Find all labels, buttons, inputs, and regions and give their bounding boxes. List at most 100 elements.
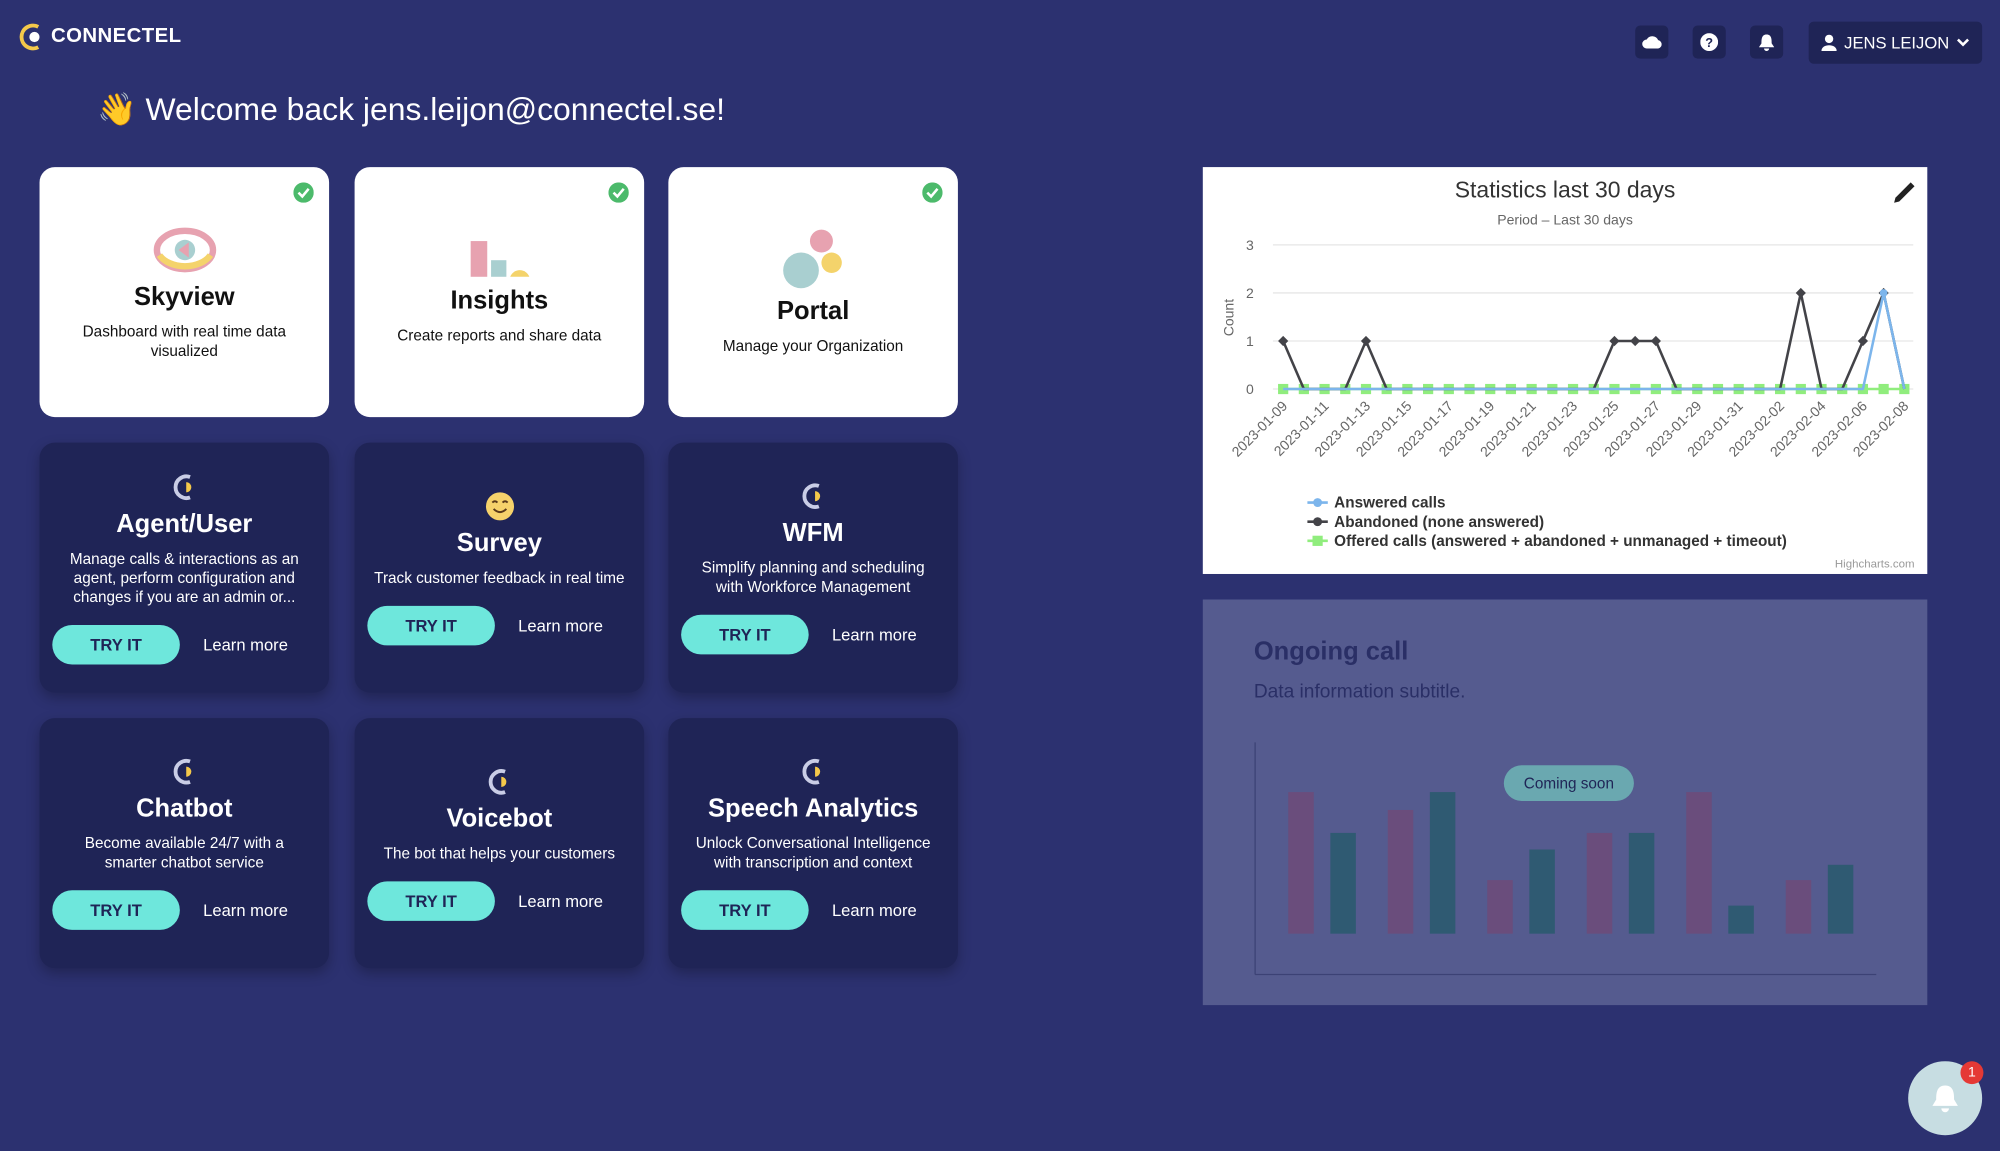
placeholder-chart xyxy=(1254,742,1877,976)
cloud-icon xyxy=(1642,36,1662,49)
card-icon xyxy=(153,227,216,272)
placeholder-bars xyxy=(1330,792,1854,934)
app-card[interactable]: Portal Manage your Organization xyxy=(668,167,958,418)
product-card: Voicebot The bot that helps your customer… xyxy=(354,718,645,969)
try-button[interactable]: TRY IT xyxy=(367,880,495,921)
y-axis-label: Count xyxy=(1220,299,1236,337)
action-row: TRY IT Learn more xyxy=(681,890,940,930)
product-card: Chatbot Become available 24/7 with a smar… xyxy=(39,718,330,969)
try-button[interactable]: TRY IT xyxy=(367,605,495,645)
app-card[interactable]: Skyview Dashboard with real time data vis… xyxy=(39,167,330,418)
learn-more[interactable]: Learn more xyxy=(518,615,603,635)
series-line xyxy=(1283,291,1906,391)
try-button[interactable]: TRY IT xyxy=(681,614,809,655)
product-card: Survey Track customer feedback in real ti… xyxy=(354,442,645,693)
check-icon xyxy=(293,182,314,203)
product-card: Speech Analytics Unlock Conversational In… xyxy=(668,718,958,969)
card-icon xyxy=(801,483,820,509)
chart-title: Statistics last 30 days xyxy=(1455,177,1676,203)
chevron xyxy=(1957,38,1970,47)
card-icon xyxy=(801,758,820,785)
coming-soon: Coming soon xyxy=(1503,765,1634,802)
edit-icon[interactable] xyxy=(1894,182,1915,203)
learn-more[interactable]: Learn more xyxy=(203,634,288,654)
learn-more[interactable]: Learn more xyxy=(831,624,917,645)
placeholder-bars xyxy=(1288,792,1812,934)
bell-button[interactable] xyxy=(1749,25,1784,59)
legend-marker xyxy=(1312,535,1323,546)
point-marker xyxy=(1879,289,1888,297)
product-title: Agent/User xyxy=(116,509,253,538)
credit: Highcharts.com xyxy=(1835,559,1915,571)
point-marker xyxy=(1609,335,1620,347)
point-marker xyxy=(1650,335,1661,347)
y-tick-label: 0 xyxy=(1246,381,1254,397)
card-icon xyxy=(488,768,506,794)
y-tick-label: 3 xyxy=(1246,237,1254,253)
point-marker xyxy=(1630,335,1641,347)
point-marker xyxy=(1278,383,1289,395)
product-title: Chatbot xyxy=(136,794,233,823)
card-icon xyxy=(173,758,191,785)
logo-icon xyxy=(19,23,40,51)
legend-marker xyxy=(1313,498,1323,508)
help-button[interactable]: ? xyxy=(1692,25,1726,59)
card-icon xyxy=(173,473,191,500)
action-row: TRY IT Learn more xyxy=(367,880,626,921)
product-title: Speech Analytics xyxy=(707,794,919,823)
point-marker xyxy=(1878,383,1889,395)
app-title: Insights xyxy=(450,286,549,316)
card-icon xyxy=(485,491,514,520)
check-icon xyxy=(608,182,629,203)
product-description: Simplify planning and scheduling with Wo… xyxy=(701,558,925,596)
point-marker xyxy=(1278,335,1289,347)
logo-text: CONNECTEL xyxy=(51,25,182,48)
bell-icon xyxy=(1758,34,1775,52)
app-title: Skyview xyxy=(133,282,235,311)
product-description: Unlock Conversational Intelligence with … xyxy=(695,834,931,872)
welcome: 👋 Welcome back jens.leijon@connectel.se! xyxy=(96,91,725,128)
svg-text:?: ? xyxy=(1705,35,1713,50)
help-icon: ? xyxy=(1700,33,1719,52)
notification-count: 1 xyxy=(1960,1061,1984,1085)
product-description: Manage calls & interactions as an agent,… xyxy=(69,549,299,606)
action-row: TRY IT Learn more xyxy=(52,890,311,930)
learn-more[interactable]: Learn more xyxy=(518,890,603,911)
action-row: TRY IT Learn more xyxy=(52,624,311,664)
app-description: Manage your Organization xyxy=(722,336,904,355)
try-button[interactable]: TRY IT xyxy=(52,890,180,930)
product-title: WFM xyxy=(782,519,844,548)
ongoing-subtitle: Data information subtitle. xyxy=(1253,681,1466,703)
ongoing-panel: Ongoing call Data information subtitle. … xyxy=(1202,599,1928,1006)
point-marker xyxy=(1360,335,1372,347)
learn-more[interactable]: Learn more xyxy=(203,900,288,920)
user-icon xyxy=(1821,34,1837,52)
action-row: TRY IT Learn more xyxy=(681,614,940,655)
product-description: The bot that helps your customers xyxy=(383,843,616,862)
app-description: Dashboard with real time data visualized xyxy=(82,322,286,360)
logo[interactable]: CONNECTEL xyxy=(18,22,182,53)
app-card[interactable]: Insights Create reports and share data xyxy=(354,167,645,418)
legend-label: Answered calls xyxy=(1334,495,1445,512)
legend-label: Abandoned (none answered) xyxy=(1334,514,1544,531)
try-button[interactable]: TRY IT xyxy=(52,624,180,664)
action-row: TRY IT Learn more xyxy=(367,605,626,645)
point-marker xyxy=(1795,287,1806,299)
try-button[interactable]: TRY IT xyxy=(681,890,809,930)
legend-marker xyxy=(1313,517,1323,527)
cloud-button[interactable] xyxy=(1635,25,1669,59)
user-name: JENS LEIJON xyxy=(1844,33,1950,53)
app-title: Portal xyxy=(776,297,850,326)
legend-label: Offered calls (answered + abandoned + un… xyxy=(1334,533,1787,550)
point-marker xyxy=(1857,335,1869,347)
product-description: Become available 24/7 with a smarter cha… xyxy=(84,834,284,872)
card-icon xyxy=(782,229,842,289)
y-tick-label: 2 xyxy=(1246,285,1254,301)
product-card: Agent/User Manage calls & interactions as… xyxy=(39,442,330,693)
product-title: Survey xyxy=(456,528,542,557)
product-title: Voicebot xyxy=(446,804,553,833)
bell-icon xyxy=(1932,1085,1958,1113)
learn-more[interactable]: Learn more xyxy=(831,900,917,920)
user-menu[interactable]: JENS LEIJON xyxy=(1808,21,1983,64)
